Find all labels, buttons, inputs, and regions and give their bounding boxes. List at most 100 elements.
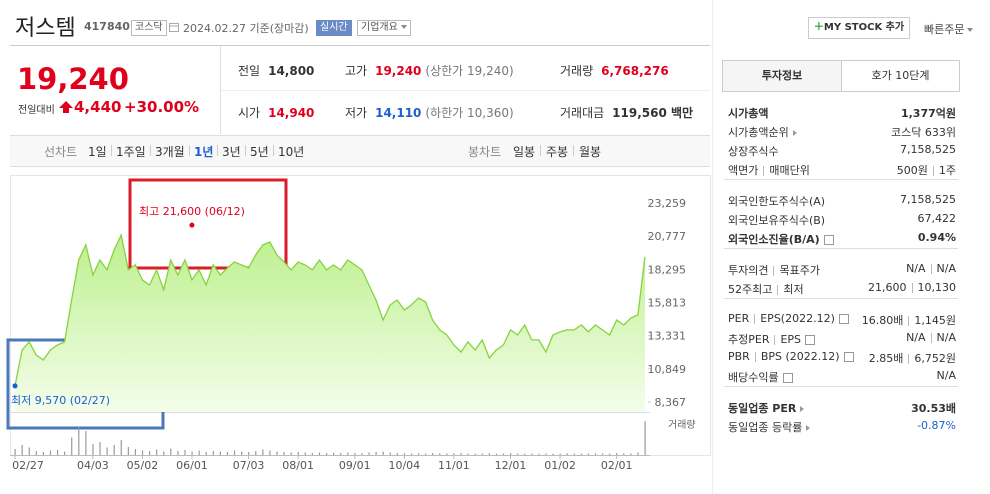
y-tick-label: 13,331: [648, 330, 687, 343]
volume-bar: [212, 451, 214, 455]
volume-bar: [460, 453, 462, 455]
info-row: 상장주식수 7,158,525: [728, 143, 956, 159]
volume-bar: [163, 451, 165, 455]
separator: [930, 333, 932, 343]
volume-bar: [502, 453, 505, 455]
volume-bar: [439, 453, 441, 455]
volume-bar: [354, 453, 356, 455]
period-tab[interactable]: 5년: [250, 145, 269, 159]
divider: [10, 45, 710, 46]
stock-code: 417840: [84, 20, 130, 33]
volume-bar: [219, 451, 221, 455]
info-row[interactable]: 동일업종 등락률 -0.87%: [728, 419, 956, 435]
y-tick-label: 23,259: [648, 197, 687, 210]
quote-value: 14,800: [268, 64, 315, 78]
period-tab[interactable]: 1주일: [116, 145, 146, 159]
mystock-button[interactable]: ＋MY STOCK 추가: [808, 17, 910, 39]
volume-bar: [616, 453, 618, 455]
separator: [754, 314, 756, 324]
annotation-dot: [12, 383, 18, 389]
info-value-part: 1주: [938, 164, 956, 177]
info-row[interactable]: 시가총액순위 코스닥 633위: [728, 124, 956, 140]
period-tab[interactable]: 1일: [88, 145, 107, 159]
info-row: PER EPS(2022.12) 16.80배 1,145원: [728, 312, 956, 328]
separator: [763, 166, 765, 176]
volume-bar: [368, 452, 370, 455]
volume-bar: [14, 449, 16, 455]
info-value: 코스닥 633위: [891, 124, 956, 140]
calendar-icon: [169, 23, 179, 32]
y-tick-label: 8,367: [655, 396, 687, 409]
info-label: BPS (2022.12): [760, 350, 840, 363]
tab[interactable]: 호가 10단계: [871, 69, 930, 82]
tab-sep: [273, 145, 274, 156]
volume-bar: [488, 453, 490, 455]
tab-sep: [245, 145, 246, 156]
separator: [932, 166, 934, 176]
volume-bar: [71, 437, 73, 455]
separator: [754, 352, 756, 362]
candle-tab[interactable]: 주봉: [546, 145, 569, 159]
x-tick-label: 02/01: [601, 459, 633, 472]
info-label: 투자의견: [728, 264, 769, 277]
quick-order[interactable]: 빠른주문: [924, 21, 974, 37]
quote-label: 전일: [238, 64, 261, 78]
tab-sep: [111, 145, 112, 156]
info-label: 상장주식수: [728, 145, 779, 158]
period-tab[interactable]: 10년: [278, 145, 305, 159]
info-value: -0.87%: [917, 419, 956, 432]
volume-bar: [587, 453, 590, 455]
info-row[interactable]: 동일업종 PER 30.53배: [728, 400, 956, 416]
period-tab[interactable]: 3개월: [155, 145, 185, 159]
info-row: 시가총액 1,377억원: [728, 105, 956, 121]
volume-bar: [170, 448, 172, 455]
tab[interactable]: 투자정보: [723, 61, 842, 91]
volume-bar: [609, 453, 611, 455]
candle-tab[interactable]: 일봉: [513, 145, 536, 159]
realtime-badge[interactable]: 실시간: [316, 20, 352, 36]
company-button[interactable]: 기업개요: [357, 20, 411, 36]
quote-label: 거래량: [560, 64, 594, 78]
volume-bar: [113, 445, 115, 455]
volume-bar: [524, 453, 526, 455]
info-row: 외국인보유주식수(B) 67,422: [728, 212, 956, 228]
info-value-part: 21,600: [868, 281, 907, 294]
info-value: 7,158,525: [900, 193, 956, 206]
tab-label: 봉차트: [468, 145, 502, 159]
period-tab[interactable]: 3년: [222, 145, 241, 159]
info-value-part: 0.94%: [917, 231, 956, 244]
info-label: 52주최고: [728, 283, 773, 296]
volume-bar: [517, 453, 519, 455]
mystock-label: MY STOCK 추가: [823, 22, 905, 33]
info-value: 30.53배: [911, 400, 956, 416]
volume-bar: [559, 453, 561, 455]
volume-bar: [623, 453, 625, 455]
candle-tab[interactable]: 월봉: [579, 145, 602, 159]
volume-bar: [531, 453, 533, 455]
volume-bar: [361, 453, 363, 455]
x-tick-label: 08/01: [282, 459, 314, 472]
info-value: 500원 1주: [897, 162, 956, 178]
volume-bar: [255, 451, 257, 455]
info-value: 16.80배 1,145원: [862, 312, 956, 328]
volume-bar: [467, 453, 469, 455]
volume-bar: [311, 453, 314, 455]
volume-bar: [474, 453, 476, 455]
volume-bar: [226, 452, 229, 455]
chart: 23,259 20,777 18,295 15,813 13,331 10,849 8,36…: [6, 175, 711, 472]
volume-bar: [340, 453, 342, 455]
info-value-part: 1,145원: [914, 314, 956, 327]
volume-bar: [446, 453, 448, 455]
volume-bar: [85, 431, 87, 455]
volume-bar: [28, 447, 30, 455]
volume-bar: [594, 453, 597, 455]
info-value-part: 6,752원: [914, 352, 956, 365]
quote-cell: 거래량 6,768,276: [560, 62, 669, 79]
price-area: [15, 235, 645, 412]
info-row: 배당수익률 N/A: [728, 369, 956, 385]
volume-bar: [495, 453, 498, 455]
volume-bar: [283, 452, 285, 455]
x-tick-label: 07/03: [233, 459, 265, 472]
period-tab[interactable]: 1년: [194, 145, 214, 159]
link-arrow: [806, 425, 811, 431]
